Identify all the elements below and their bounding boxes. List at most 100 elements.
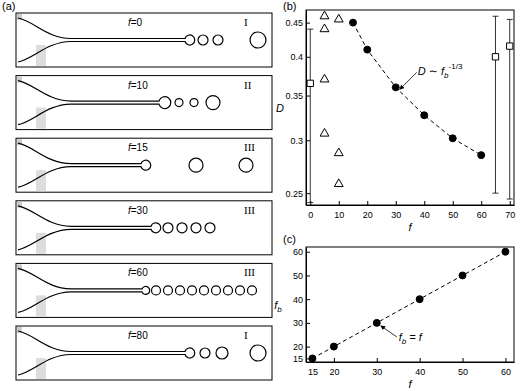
x-tick-label: 50 <box>458 367 468 377</box>
y-tick-label: 30 <box>293 318 303 328</box>
x-tick-mark <box>367 201 368 205</box>
data-point <box>421 112 428 119</box>
nozzle <box>36 295 46 316</box>
y-tick-label: 0.25 <box>285 189 303 199</box>
error-bar <box>492 16 498 193</box>
liquid-thread <box>18 331 195 375</box>
annotation-arrow <box>381 326 397 337</box>
error-bar <box>307 29 313 202</box>
y-tick-label: 60 <box>293 247 303 257</box>
x-tick-label: 15 <box>308 367 318 377</box>
data-point <box>320 11 329 19</box>
data-point <box>416 296 423 303</box>
chart: 0102030405060700.250.30.350.40.45(b)fDD … <box>276 0 515 233</box>
trend-line <box>353 23 481 156</box>
y-axis-line <box>306 248 307 363</box>
x-tick-mark <box>505 358 506 362</box>
x-axis-line <box>307 362 515 363</box>
panel-parameter: f=30 <box>128 205 148 216</box>
y-tick-mark <box>306 275 310 276</box>
x-tick-mark <box>463 358 464 362</box>
x-tick: 20 <box>329 358 339 377</box>
panel-parameter: f=80 <box>128 330 148 341</box>
x-tick: 60 <box>477 201 487 220</box>
droplet <box>212 286 221 295</box>
sub-panel: f=30III <box>16 201 272 255</box>
y-tick-label: 20 <box>293 342 303 352</box>
x-tick-label: 20 <box>363 210 373 220</box>
y-tick: 50 <box>293 271 310 281</box>
y-tick: 60 <box>293 247 310 257</box>
y-tick: 0.3 <box>290 136 310 146</box>
droplet <box>198 35 208 45</box>
x-tick-label: 0 <box>308 210 313 220</box>
panel-parameter: f=0 <box>128 17 143 28</box>
nozzle <box>36 233 46 254</box>
y-axis: 0.25 0.3 0.35 0.4 0.45 <box>285 11 310 206</box>
x-tick-label: 10 <box>334 210 344 220</box>
data-point <box>307 80 313 86</box>
data-point <box>334 148 343 156</box>
error-cap <box>307 202 313 203</box>
trend-line <box>312 252 505 359</box>
x-axis: 010203040506070 <box>307 201 516 220</box>
regime-label: I <box>244 329 248 341</box>
y-tick-label: 50 <box>293 271 303 281</box>
x-tick: 70 <box>505 201 515 220</box>
panel-frame <box>16 138 272 192</box>
panel-label: (a) <box>2 0 15 12</box>
droplet <box>216 347 228 359</box>
liquid-thread <box>18 81 171 125</box>
droplet <box>188 286 197 295</box>
plot-frame <box>306 247 514 362</box>
liquid-thread <box>18 268 150 312</box>
x-tick: 40 <box>415 358 425 377</box>
droplet <box>250 32 266 48</box>
panel-frame <box>16 13 272 67</box>
x-axis-title: f <box>408 378 412 390</box>
annotation-arrow <box>400 72 417 89</box>
data-point <box>492 54 498 60</box>
nozzle <box>36 108 46 129</box>
panel-parameter: f=15 <box>128 142 148 153</box>
x-tick-label: 40 <box>415 367 425 377</box>
x-tick-label: 40 <box>420 210 430 220</box>
regime-label: I <box>244 16 248 28</box>
y-tick: 0.35 <box>285 91 310 101</box>
y-tick-mark <box>306 96 310 97</box>
droplet <box>213 35 223 45</box>
annotation: D ∼ fb-1/3 <box>418 62 463 80</box>
plot-frame <box>306 10 514 205</box>
x-axis: 152030405060 <box>307 358 515 377</box>
error-bar-line <box>310 29 311 202</box>
panel-frame <box>16 201 272 255</box>
nozzle <box>36 170 46 191</box>
y-tick: 0.45 <box>285 18 310 28</box>
regime-label: II <box>244 79 252 91</box>
y-tick-label: 0.3 <box>290 136 303 146</box>
x-tick-mark <box>453 201 454 205</box>
y-tick-label: 0.4 <box>290 52 303 62</box>
y-tick-label: 0.45 <box>285 18 303 28</box>
y-tick: 30 <box>293 318 310 328</box>
x-axis-line <box>307 205 515 206</box>
sub-panel: f=60III <box>16 263 272 317</box>
x-tick: 40 <box>420 201 430 220</box>
x-tick: 60 <box>501 358 511 377</box>
droplet <box>176 286 185 295</box>
x-tick: 50 <box>448 201 458 220</box>
droplet <box>189 158 203 172</box>
x-tick: 10 <box>334 201 344 220</box>
x-tick-mark <box>510 201 511 205</box>
x-tick-label: 20 <box>329 367 339 377</box>
x-tick-mark <box>339 201 340 205</box>
x-tick-label: 50 <box>448 210 458 220</box>
y-tick: 15 <box>293 354 310 364</box>
liquid-thread <box>18 206 161 250</box>
y-axis: 152030405060 <box>293 247 310 364</box>
droplet <box>200 286 209 295</box>
x-tick-mark <box>424 201 425 205</box>
x-tick-mark <box>377 358 378 362</box>
x-tick-label: 60 <box>501 367 511 377</box>
droplet <box>175 99 183 107</box>
